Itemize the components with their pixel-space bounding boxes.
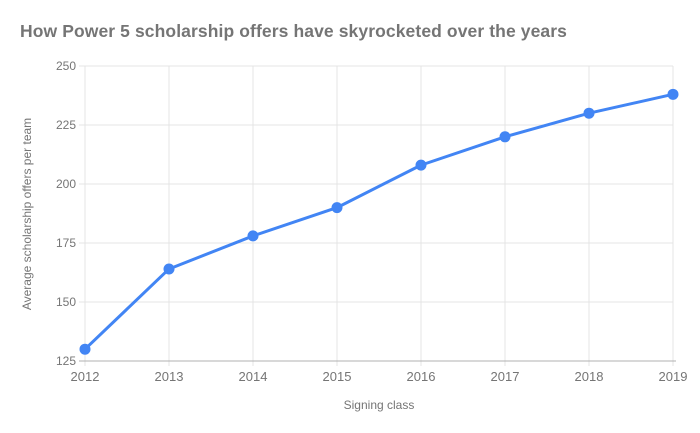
- data-point[interactable]: [499, 131, 511, 143]
- data-point[interactable]: [415, 159, 427, 171]
- x-tick-label: 2018: [575, 369, 604, 384]
- data-point[interactable]: [163, 263, 175, 275]
- y-axis-title: Average scholarship offers per team: [20, 117, 34, 311]
- data-point[interactable]: [583, 107, 595, 119]
- data-point[interactable]: [247, 230, 259, 242]
- data-point[interactable]: [331, 202, 343, 214]
- x-tick-label: 2017: [491, 369, 520, 384]
- y-tick-label: 175: [56, 236, 76, 250]
- data-point[interactable]: [79, 343, 91, 355]
- y-tick-label: 200: [56, 177, 76, 191]
- x-tick-label: 2016: [407, 369, 436, 384]
- chart-title: How Power 5 scholarship offers have skyr…: [20, 21, 567, 41]
- y-tick-label: 225: [56, 118, 76, 132]
- y-tick-label: 150: [56, 295, 76, 309]
- x-tick-label: 2019: [659, 369, 688, 384]
- x-tick-label: 2013: [155, 369, 184, 384]
- series-line: [83, 92, 675, 351]
- y-tick-label: 125: [56, 354, 76, 368]
- x-tick-label: 2014: [239, 369, 268, 384]
- data-point[interactable]: [667, 88, 679, 100]
- x-axis-title: Signing class: [343, 398, 415, 412]
- x-tick-label: 2012: [71, 369, 100, 384]
- y-tick-label: 250: [56, 59, 76, 73]
- x-tick-label: 2015: [323, 369, 352, 384]
